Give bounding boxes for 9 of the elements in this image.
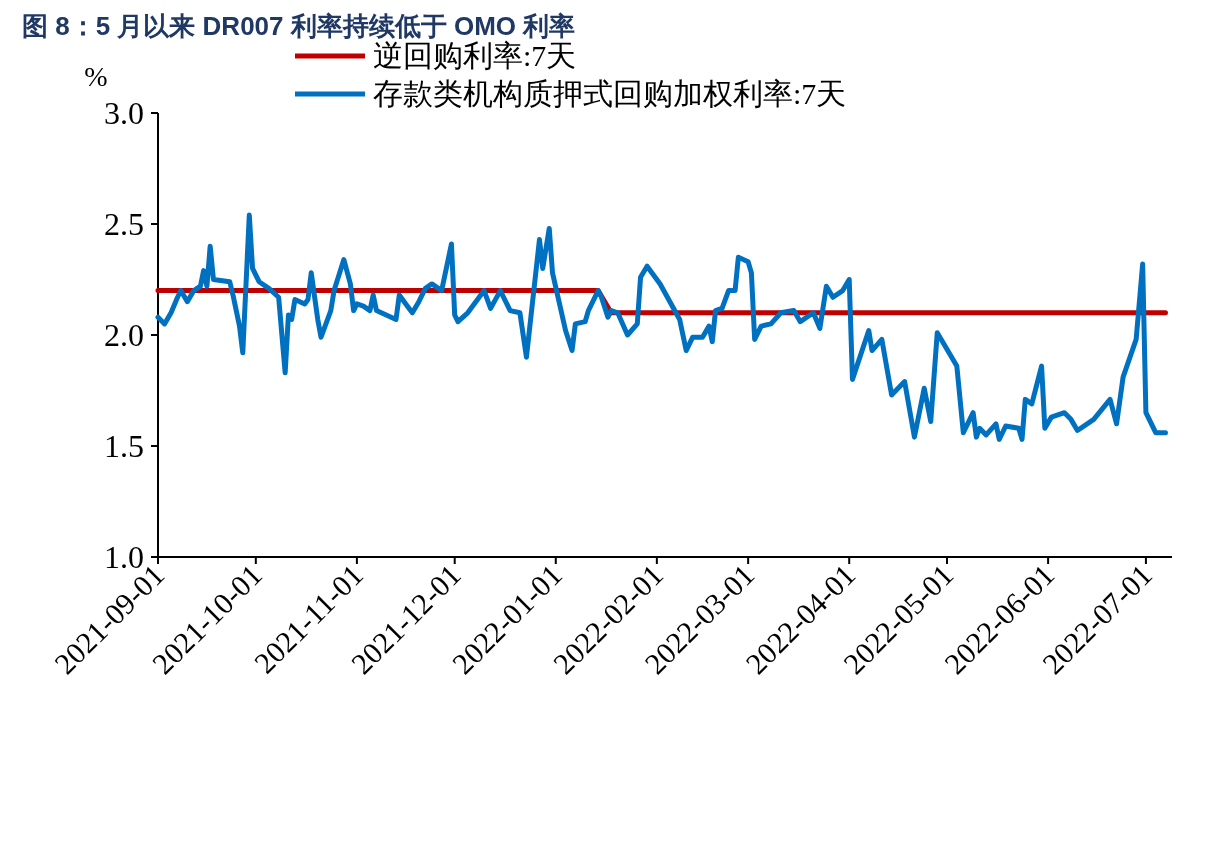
- y-axis-title: %: [84, 61, 108, 92]
- y-tick-label: 2.0: [104, 317, 144, 353]
- chart-title: 图 8：5 月以来 DR007 利率持续低于 OMO 利率: [22, 11, 576, 41]
- y-tick-label: 3.0: [104, 95, 144, 131]
- y-tick-label: 1.0: [104, 539, 144, 575]
- y-tick-label: 1.5: [104, 428, 144, 464]
- y-tick-label: 2.5: [104, 206, 144, 242]
- legend-label: 存款类机构质押式回购加权利率:7天: [373, 77, 847, 110]
- legend-label: 逆回购利率:7天: [373, 39, 577, 72]
